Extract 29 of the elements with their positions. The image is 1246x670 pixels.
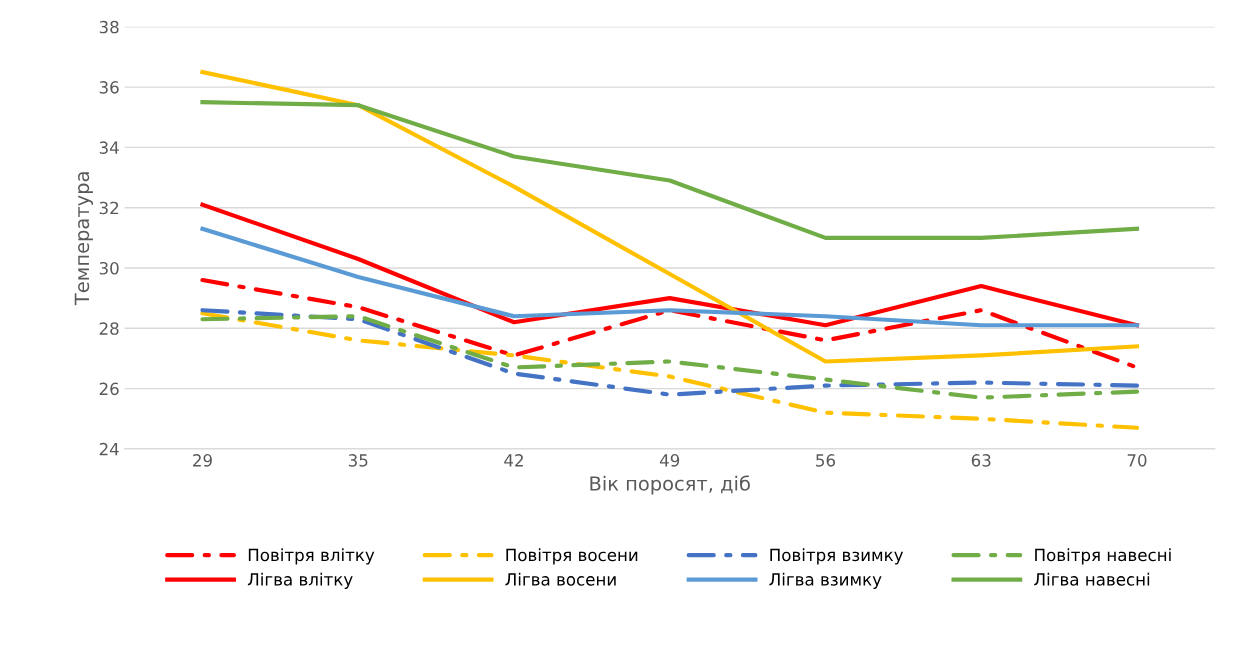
y-tick-label: 30 bbox=[99, 261, 119, 275]
legend-label: Повітря восени bbox=[506, 548, 638, 565]
x-tick-label: 42 bbox=[504, 454, 523, 467]
y-tick-label: 36 bbox=[99, 81, 119, 94]
x-tick-label: 49 bbox=[659, 454, 680, 467]
legend-label: Лігва навесні bbox=[1034, 572, 1150, 586]
x-tick-label: 63 bbox=[971, 454, 991, 467]
line-series bbox=[200, 226, 1140, 328]
x-tick-label: 35 bbox=[348, 454, 368, 467]
legend-label: Лігва восени bbox=[505, 572, 616, 586]
legend-label: Лігва влітку bbox=[247, 572, 353, 589]
legend-label: Повітря навесні bbox=[1035, 548, 1171, 565]
x-tick-label: 70 bbox=[1127, 454, 1147, 467]
line-series bbox=[200, 311, 1140, 430]
y-axis-title: Температура bbox=[74, 172, 93, 306]
x-tick-label: 56 bbox=[816, 454, 836, 467]
x-axis-title: Вік поросят, діб bbox=[590, 475, 750, 495]
legend-label: Повітря влітку bbox=[248, 548, 375, 565]
x-tick-label: 29 bbox=[193, 454, 212, 467]
y-tick-label: 32 bbox=[99, 201, 119, 215]
y-tick-label: 24 bbox=[99, 442, 119, 456]
y-tick-label: 34 bbox=[99, 141, 119, 154]
legend-label: Повітря взимку bbox=[770, 548, 904, 565]
legend-label: Лігва взимку bbox=[769, 572, 882, 589]
line-series bbox=[200, 69, 1140, 364]
y-tick-label: 28 bbox=[99, 322, 119, 335]
y-tick-label: 26 bbox=[99, 382, 119, 396]
line-series bbox=[200, 100, 1140, 240]
y-tick-label: 38 bbox=[99, 20, 119, 34]
